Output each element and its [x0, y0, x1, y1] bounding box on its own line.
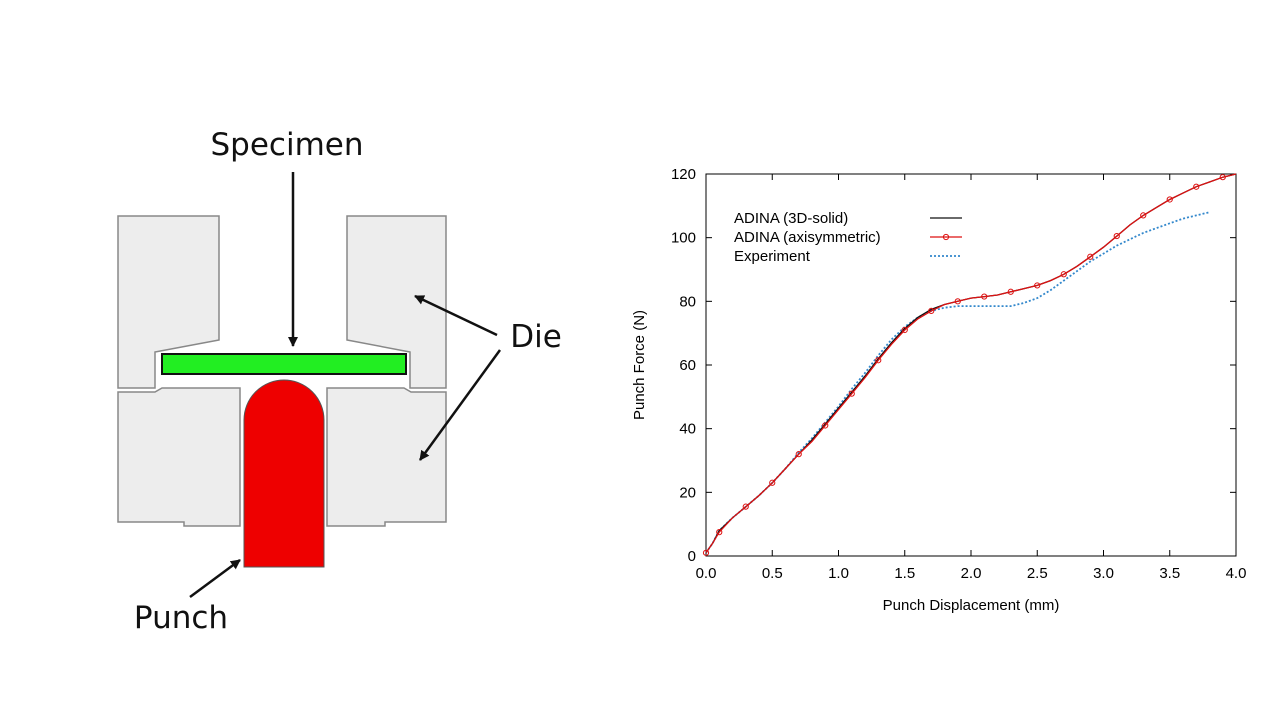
force-displacement-chart: 0.0 0.5 1.0 1.5 2.0 2.5 3.0 3.5 4.0 0 20 40 60 80 100 1…	[631, 166, 1246, 614]
specimen-plate	[161, 353, 407, 375]
series-marker	[928, 307, 935, 314]
series-marker	[702, 549, 710, 556]
y-axis-title: Punch Force (N)	[631, 310, 648, 420]
x-tick-label: 3.5	[1159, 565, 1180, 582]
x-tick-label: 3.0	[1093, 565, 1114, 582]
specimen-label: Specimen	[210, 127, 363, 163]
y-tick-label: 0	[688, 548, 696, 565]
series-marker	[875, 357, 882, 364]
series-marker	[1193, 183, 1200, 190]
series-group	[702, 173, 1237, 556]
series-marker	[1113, 232, 1120, 240]
x-axis-title: Punch Displacement (mm)	[883, 597, 1060, 614]
legend-label-2: Experiment	[734, 248, 811, 265]
series-marker	[1007, 288, 1014, 295]
y-tick-label: 120	[671, 166, 696, 183]
x-tick-label: 2.5	[1027, 565, 1048, 582]
punch-label: Punch	[134, 600, 228, 636]
series-marker	[1087, 253, 1094, 260]
series-marker	[1060, 271, 1067, 278]
legend: ADINA (3D-solid) ADINA (axisymmetric) Expe…	[734, 210, 962, 265]
series-marker	[1166, 196, 1173, 203]
die-label: Die	[510, 319, 562, 355]
series-marker	[716, 529, 723, 536]
series-marker	[769, 479, 776, 486]
y-tick-label: 100	[671, 230, 696, 247]
x-tick-label: 2.0	[961, 565, 982, 582]
series-marker	[1034, 282, 1041, 289]
x-tick-label: 0.5	[762, 565, 783, 582]
series-marker	[742, 503, 749, 510]
upper-die-right	[346, 215, 447, 389]
y-tick-label: 60	[679, 357, 696, 374]
series-marker	[901, 326, 908, 334]
y-tick-label: 40	[679, 421, 696, 438]
test-fixture-diagram: Specimen Die Punch	[117, 127, 562, 636]
axis-ticks: 0.0 0.5 1.0 1.5 2.0 2.5 3.0 3.5 4.0 0 20 40 60 80 100 1…	[671, 166, 1246, 582]
y-tick-label: 20	[679, 484, 696, 501]
series-marker	[822, 422, 829, 429]
upper-die-left	[117, 215, 220, 389]
legend-label-0: ADINA (3D-solid)	[734, 210, 848, 227]
legend-label-1: ADINA (axisymmetric)	[734, 229, 881, 246]
x-tick-label: 4.0	[1226, 565, 1247, 582]
punch-arrow	[189, 558, 241, 599]
series-marker	[1219, 174, 1226, 181]
x-tick-label: 0.0	[696, 565, 717, 582]
series-marker	[795, 451, 802, 458]
die-arrow-upper	[414, 294, 498, 337]
x-tick-label: 1.5	[894, 565, 915, 582]
lower-die-right	[326, 387, 447, 527]
series-marker	[848, 390, 855, 397]
punch-shape	[243, 379, 325, 568]
series-marker	[1140, 212, 1147, 219]
die-arrow-lower	[418, 349, 502, 461]
series-marker	[954, 298, 961, 305]
x-tick-label: 1.0	[828, 565, 849, 582]
y-tick-label: 80	[679, 293, 696, 310]
lower-die-left	[117, 387, 241, 527]
series-marker	[981, 293, 988, 300]
legend-marker	[942, 233, 950, 241]
series-line-2	[705, 211, 1210, 554]
